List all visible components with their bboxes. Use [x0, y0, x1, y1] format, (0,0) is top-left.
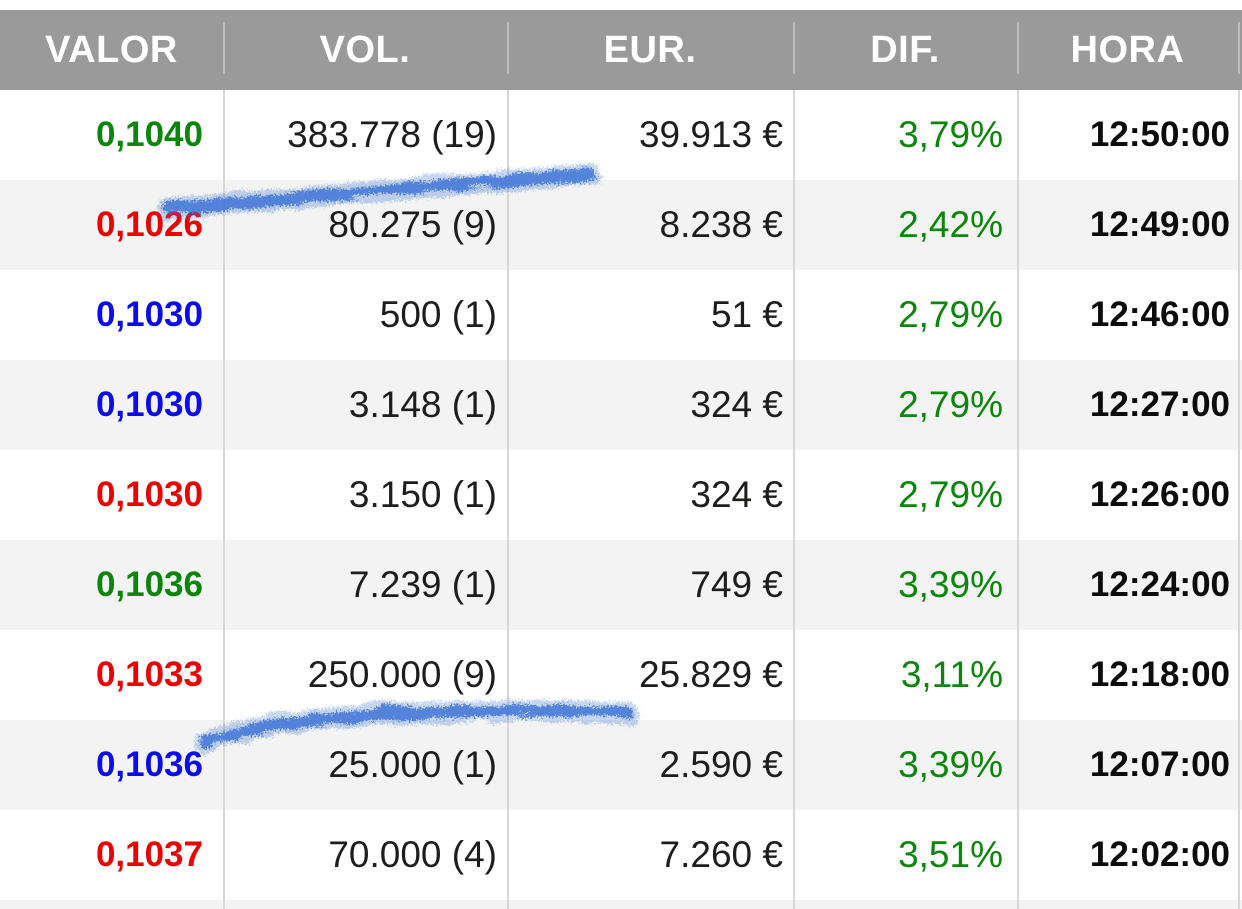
cell-vol: 25.000 (1): [223, 720, 507, 810]
row-right-edge: [1238, 180, 1242, 270]
table-body: 0,1040 383.778 (19) 39.913 € 3,79% 12:50…: [0, 90, 1242, 900]
cell-dif: 3,79%: [793, 90, 1017, 180]
row-right-edge: [1238, 90, 1242, 180]
trades-table: VALOR VOL. EUR. DIF. HORA 0,1040 383.778…: [0, 10, 1242, 909]
cell-dif: 3,11%: [793, 630, 1017, 720]
cell-eur: 324 €: [507, 450, 793, 540]
column-header-eur: EUR.: [507, 10, 793, 90]
cell-valor: 0,1036: [95, 745, 203, 784]
cell-hora: 12:07:00: [1017, 720, 1238, 810]
cell-dif: 2,79%: [793, 360, 1017, 450]
table-row: 0,1026 80.275 (9) 8.238 € 2,42% 12:49:00: [0, 180, 1242, 270]
cell-dif: 2,79%: [793, 270, 1017, 360]
row-right-edge: [1238, 270, 1242, 360]
cell-eur: 25.829 €: [507, 630, 793, 720]
table-row: 0,1030 500 (1) 51 € 2,79% 12:46:00: [0, 270, 1242, 360]
cell-valor: 0,1036: [95, 565, 203, 604]
row-right-edge: [1238, 450, 1242, 540]
cell-valor: 0,1037: [95, 835, 203, 874]
row-right-edge: [1238, 810, 1242, 900]
cell-vol: 3.148 (1): [223, 360, 507, 450]
cell-valor: 0,1030: [95, 385, 203, 424]
cell-eur: 7.260 €: [507, 810, 793, 900]
table-row: 0,1030 3.148 (1) 324 € 2,79% 12:27:00: [0, 360, 1242, 450]
table-row: 0,1036 7.239 (1) 749 € 3,39% 12:24:00: [0, 540, 1242, 630]
cell-valor: 0,1026: [95, 205, 203, 244]
cell-valor: 0,1040: [95, 115, 203, 154]
cell-hora: 12:50:00: [1017, 90, 1238, 180]
cell-vol: 500 (1): [223, 270, 507, 360]
cell-vol: 250.000 (9): [223, 630, 507, 720]
row-right-edge: [1238, 360, 1242, 450]
row-right-edge: [1238, 720, 1242, 810]
cell-hora: 12:18:00: [1017, 630, 1238, 720]
table-row: 0,1033 250.000 (9) 25.829 € 3,11% 12:18:…: [0, 630, 1242, 720]
cell-vol: 3.150 (1): [223, 450, 507, 540]
row-right-edge: [1238, 540, 1242, 630]
cell-valor: 0,1030: [95, 475, 203, 514]
cell-eur: 749 €: [507, 540, 793, 630]
cell-eur: 324 €: [507, 360, 793, 450]
cell-hora: 12:27:00: [1017, 360, 1238, 450]
cell-vol: 80.275 (9): [223, 180, 507, 270]
table-header-row: VALOR VOL. EUR. DIF. HORA: [0, 10, 1242, 90]
cell-eur: 8.238 €: [507, 180, 793, 270]
row-right-edge: [1238, 630, 1242, 720]
cell-dif: 3,39%: [793, 720, 1017, 810]
cell-valor: 0,1033: [95, 655, 203, 694]
cell-eur: 2.590 €: [507, 720, 793, 810]
table-row: 0,1036 25.000 (1) 2.590 € 3,39% 12:07:00: [0, 720, 1242, 810]
cell-vol: 70.000 (4): [223, 810, 507, 900]
cell-hora: 12:26:00: [1017, 450, 1238, 540]
column-header-valor: VALOR: [45, 28, 178, 71]
column-header-dif: DIF.: [793, 10, 1017, 90]
column-header-vol: VOL.: [223, 10, 507, 90]
cell-dif: 2,42%: [793, 180, 1017, 270]
cell-hora: 12:49:00: [1017, 180, 1238, 270]
table-row: 0,1030 3.150 (1) 324 € 2,79% 12:26:00: [0, 450, 1242, 540]
cell-valor: 0,1030: [95, 295, 203, 334]
cell-dif: 3,51%: [793, 810, 1017, 900]
column-header-hora: HORA: [1017, 10, 1238, 90]
cell-vol: 383.778 (19): [223, 90, 507, 180]
cell-dif: 2,79%: [793, 450, 1017, 540]
cell-vol: 7.239 (1): [223, 540, 507, 630]
cell-dif: 3,39%: [793, 540, 1017, 630]
cell-hora: 12:02:00: [1017, 810, 1238, 900]
table-row: 0,1037 70.000 (4) 7.260 € 3,51% 12:02:00: [0, 810, 1242, 900]
header-right-edge: [1238, 10, 1242, 90]
cell-eur: 39.913 €: [507, 90, 793, 180]
cell-hora: 12:46:00: [1017, 270, 1238, 360]
cell-hora: 12:24:00: [1017, 540, 1238, 630]
cell-eur: 51 €: [507, 270, 793, 360]
table-row: 0,1040 383.778 (19) 39.913 € 3,79% 12:50…: [0, 90, 1242, 180]
partial-next-row: [0, 900, 1242, 909]
